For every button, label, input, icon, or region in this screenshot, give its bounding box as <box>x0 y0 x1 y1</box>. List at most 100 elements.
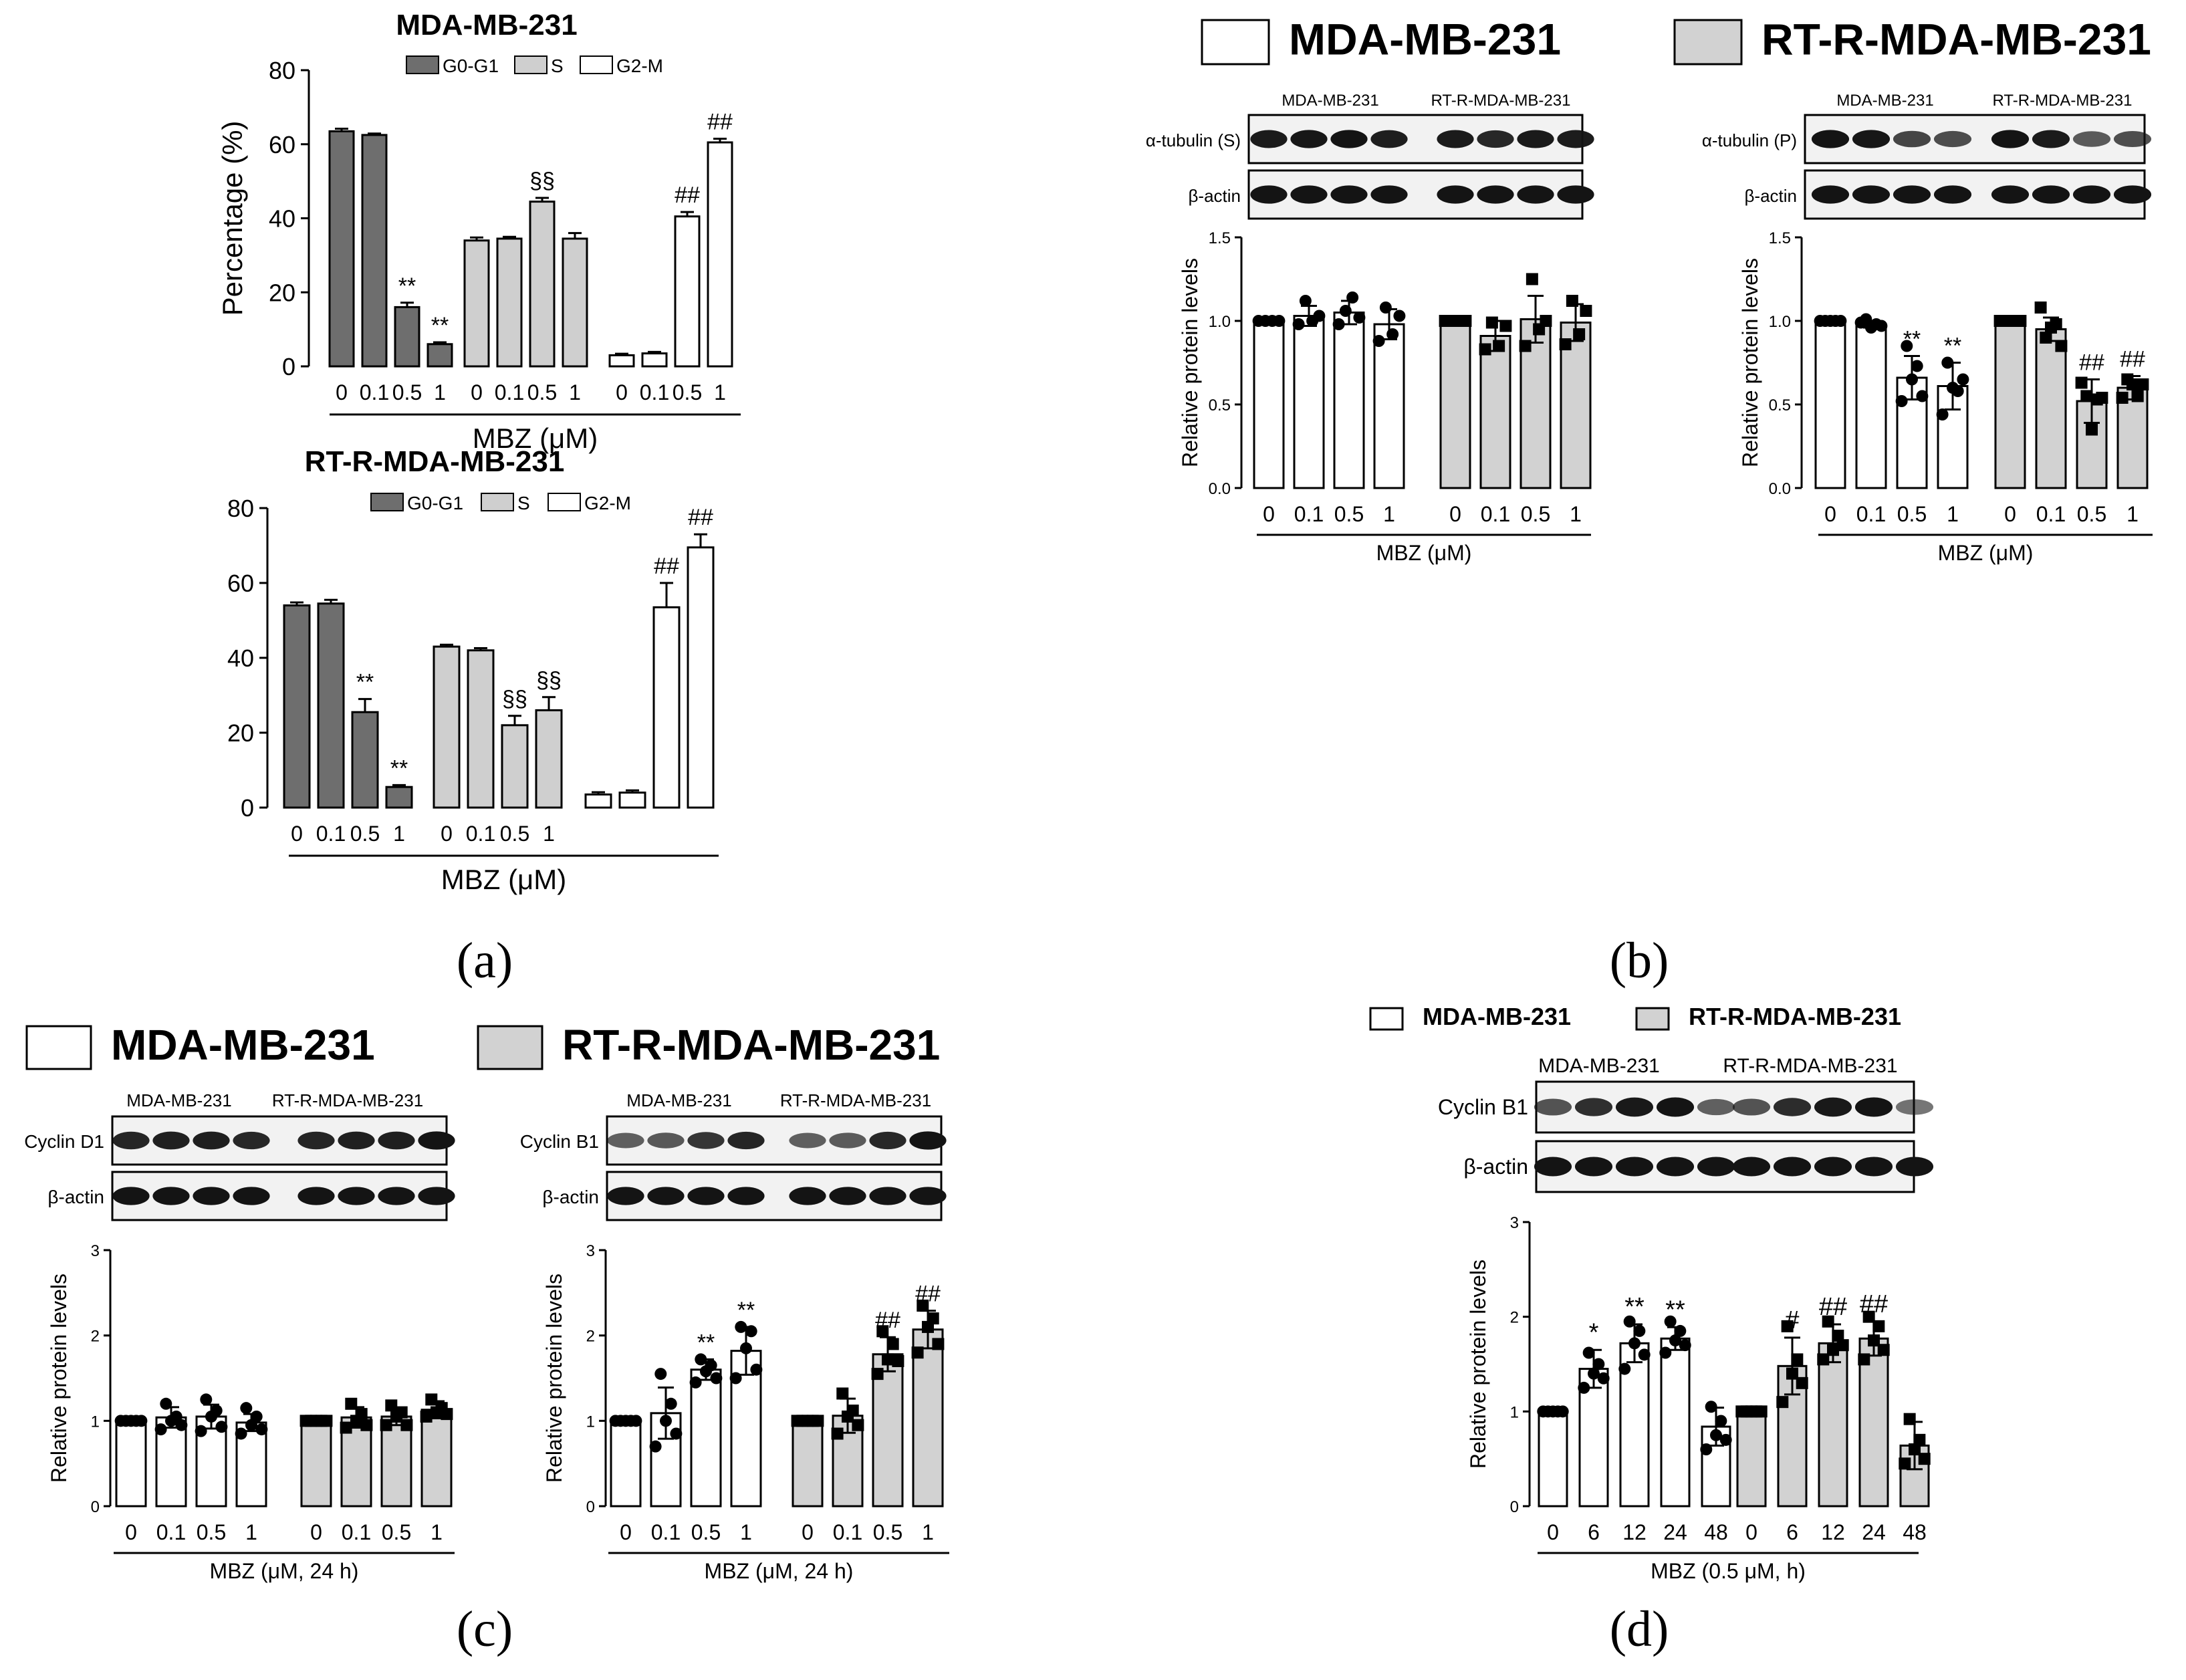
d1-bar <box>1858 1337 1889 1508</box>
a1-bar <box>328 130 355 368</box>
c1-blot-target-band <box>233 1131 270 1150</box>
b1-blot-target-band <box>1370 130 1408 148</box>
c1-x-tick-label: 0.5 <box>382 1520 411 1544</box>
c1-data-point <box>154 1423 167 1436</box>
c1-data-point <box>135 1415 148 1427</box>
a2-x-tick-label: 0.1 <box>466 822 495 846</box>
a2-y-tick-label: 20 <box>227 719 254 747</box>
c1-data-point <box>320 1415 333 1427</box>
c1-x-tick-label: 0 <box>310 1520 322 1544</box>
d1-data-point <box>1776 1396 1789 1409</box>
b2-data-point <box>1911 360 1923 372</box>
d1-blot-row-label: β-actin <box>1463 1155 1528 1179</box>
a2-x-tick-label: 0 <box>441 822 453 846</box>
b1-y-tick-label: 0.0 <box>1209 480 1231 498</box>
d1-blot-actin-band <box>1732 1157 1771 1177</box>
c1-data-point <box>441 1408 453 1421</box>
a1-bar <box>608 354 635 368</box>
c1-blot-actin-band <box>152 1187 190 1205</box>
panel-label-b: (b) <box>1610 933 1669 989</box>
d1-blot-actin-band <box>1814 1157 1852 1177</box>
b1-blot-actin-band <box>1477 185 1514 204</box>
c2-xlabel: MBZ (μM, 24 h) <box>705 1559 854 1583</box>
a1-y-tick-label: 0 <box>282 353 295 380</box>
b2-data-point <box>1951 385 1964 397</box>
a1-x-tick-label: 0.1 <box>640 380 669 404</box>
b2-blot-row-label: β-actin <box>1744 186 1797 206</box>
b1-blot-actin-band <box>1517 185 1554 204</box>
b1-data-point <box>1526 273 1538 285</box>
c1-blot-actin-band <box>378 1187 415 1205</box>
c1-x-tick-label: 0.1 <box>342 1520 371 1544</box>
b-legend-rtr-swatch <box>1673 19 1743 66</box>
b-legend-mda-swatch <box>1201 19 1270 66</box>
c2-x-tick-label: 0 <box>802 1520 814 1544</box>
b2-x-tick-label: 0.5 <box>2077 502 2106 526</box>
b2-y-tick-label: 1.0 <box>1769 313 1791 331</box>
b1-blot-target-band <box>1330 130 1368 148</box>
b2-blot-target-band <box>1933 130 1972 148</box>
c1-ylabel: Relative protein levels <box>47 1274 71 1483</box>
c2-x-tick-label: 1 <box>922 1520 934 1544</box>
c1-y-tick-label: 3 <box>91 1242 100 1260</box>
a1-legend-label: G2-M <box>616 55 663 76</box>
b2-data-point <box>1957 373 1969 386</box>
a1-legend-swatch <box>514 55 548 74</box>
a2-legend-label: G2-M <box>584 493 631 513</box>
a1-x-tick-label: 1 <box>434 380 446 404</box>
b1-x-tick-label: 1 <box>1570 502 1582 526</box>
a2-significance-mark: ## <box>654 554 679 579</box>
d1-ylabel: Relative protein levels <box>1466 1259 1490 1469</box>
c2-ylabel: Relative protein levels <box>542 1274 566 1483</box>
b2-blot-actin-band <box>2032 185 2070 204</box>
c2-blot-actin-band <box>789 1187 826 1205</box>
c1-xlabel: MBZ (μM, 24 h) <box>210 1559 359 1583</box>
d1-y-tick-label: 0 <box>1510 1498 1519 1516</box>
b1-x-tick-label: 1 <box>1383 502 1395 526</box>
d1-data-point <box>1719 1433 1732 1446</box>
d1-data-point <box>1918 1453 1931 1465</box>
b2-data-point <box>2137 378 2149 390</box>
d1-blot-row-label: Cyclin B1 <box>1438 1095 1528 1119</box>
d1-data-point <box>1597 1372 1610 1385</box>
c1-blot-actin-band <box>112 1187 150 1205</box>
d1-blot-target-band <box>1574 1098 1613 1116</box>
c-legend-rtr-swatch <box>477 1025 543 1070</box>
d1-significance-mark: * <box>1589 1318 1599 1346</box>
d1-data-point <box>1638 1348 1651 1361</box>
a1-significance-mark: ## <box>675 183 700 208</box>
b1-data-point <box>1332 318 1345 330</box>
b1-bar <box>1373 323 1405 489</box>
d1-data-point <box>1578 1381 1590 1394</box>
c2-x-tick-label: 0.1 <box>651 1520 681 1544</box>
a1-ylabel: Percentage (%) <box>217 121 248 316</box>
c2-data-point <box>630 1415 642 1427</box>
b2-blot-actin-band <box>1991 185 2030 204</box>
b2-y-tick-label: 0.0 <box>1769 480 1791 498</box>
d1-blot-actin-band <box>1615 1157 1654 1177</box>
d1-x-tick-label: 6 <box>1588 1520 1600 1544</box>
a1-x-tick-label: 0 <box>471 380 483 404</box>
c2-significance-mark: ## <box>875 1308 900 1333</box>
c1-data-point <box>380 1419 392 1431</box>
c2-data-point <box>710 1372 723 1385</box>
b2-x-tick-label: 1 <box>2127 502 2139 526</box>
a1-title: MDA-MB-231 <box>396 9 577 41</box>
b1-blot-actin-band <box>1250 185 1288 204</box>
a2-y-tick-label: 40 <box>227 644 254 672</box>
c2-data-point <box>886 1338 899 1350</box>
a1-x-tick-label: 1 <box>569 380 581 404</box>
c2-blot-actin-band <box>647 1187 685 1205</box>
d1-data-point <box>1877 1344 1890 1356</box>
b1-blot-target-band <box>1557 130 1594 148</box>
b1-x-tick-label: 0 <box>1263 502 1275 526</box>
b2-significance-mark: ** <box>1944 334 1961 359</box>
c2-data-point <box>836 1387 849 1400</box>
b1-data-point <box>1540 315 1552 327</box>
c1-blot-actin-band <box>418 1187 455 1205</box>
c1-blot-row-label: Cyclin D1 <box>24 1131 104 1152</box>
c2-y-tick-label: 2 <box>586 1328 595 1346</box>
d1-x-tick-label: 48 <box>1704 1520 1728 1544</box>
a2-bar <box>433 645 461 809</box>
b2-data-point <box>2055 340 2068 352</box>
